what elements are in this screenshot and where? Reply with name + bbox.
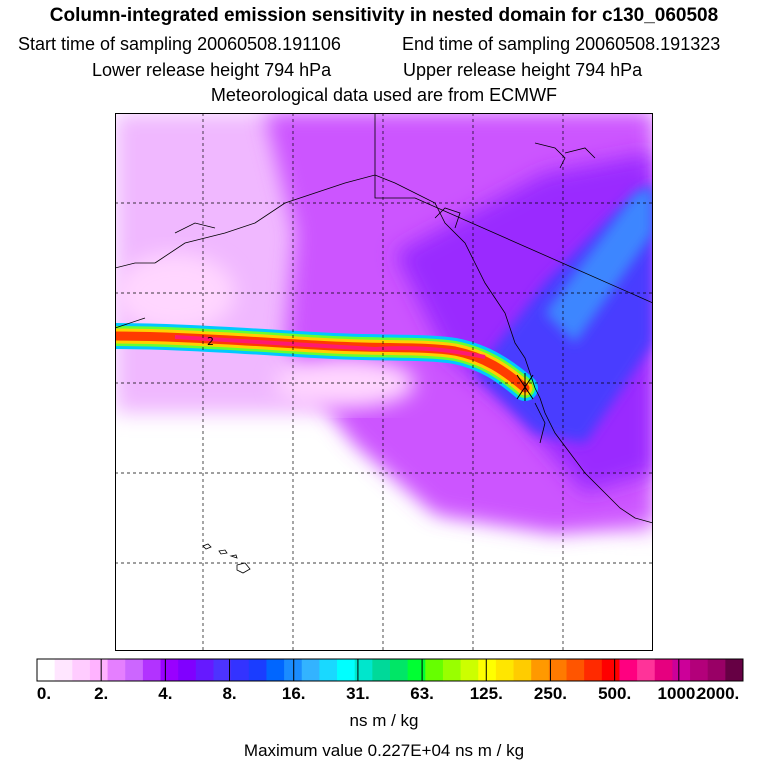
legend-swatch [513,659,532,681]
sensitivity-field-cyan [545,188,653,343]
legend-swatch [654,659,673,681]
legend-swatch [425,659,444,681]
legend-swatch [354,659,373,681]
legend-frame [36,658,744,682]
legend-swatch [372,659,391,681]
legend-swatch [390,659,409,681]
legend-swatch [566,659,585,681]
legend-tick-label: 16. [281,684,306,703]
legend-swatch [442,659,462,681]
upper-release-label: Upper release height 794 hPa [403,60,643,80]
lower-release-label: Lower release height 794 hPa [92,60,332,80]
legend-swatch [37,659,56,681]
legend-swatch [548,659,567,681]
plume-peak [174,335,486,359]
map-frame [115,113,653,651]
legend-tick-label: 125. [469,684,503,703]
legend-swatch [531,659,550,681]
legend-tick-label: 2. [94,684,109,703]
cross-icon [516,373,534,401]
legend-swatch [725,659,744,681]
legend-tick-label: 63. [410,684,434,703]
legend-swatch [72,659,91,681]
legend-tick-label: 2000. [696,684,740,703]
coastlines [115,142,653,524]
legend-swatch [248,659,267,681]
legend-tick-label: 1000. [657,684,701,703]
legend-swatch [213,659,232,681]
legend-swatch [231,659,250,681]
legend-swatch [601,659,620,681]
legend-swatch [195,659,214,681]
met-data-label: Meteorological data used are from ECMWF [210,85,558,105]
legend-swatch [142,659,162,681]
legend-swatch [337,659,356,681]
legend-swatch [89,659,109,681]
legend-swatch [54,659,73,681]
end-time-label: End time of sampling 20060508.191323 [402,34,721,54]
legend-swatch [107,659,126,681]
border-line [374,113,653,304]
legend-tick-label: 500. [598,684,632,703]
map-title: Column-integrated emission sensitivity i… [49,5,719,26]
legend-swatch [460,659,479,681]
legend-tick-label: 4. [158,684,173,703]
legend-swatch [478,659,497,681]
legend-swatch [160,659,179,681]
legend-tick-label: 8. [222,684,237,703]
legend-swatch [619,659,638,681]
legend-swatch [266,659,285,681]
legend-swatch [284,659,303,681]
legend-swatch [495,659,515,681]
legend-swatch [637,659,656,681]
contour-label: 2 [207,335,214,348]
legend-swatch [319,659,338,681]
start-time-label: Start time of sampling 20060508.191106 [18,34,341,54]
legend-swatch [584,659,603,681]
maximum-value-label: Maximum value 0.227E+04 ns m / kg [243,741,525,760]
legend-swatch [672,659,691,681]
legend-tick-label: 250. [533,684,567,703]
legend-tick-label: 0. [36,684,52,703]
legend-units: ns m / kg [349,711,419,730]
legend-swatch [707,659,726,681]
color-legend [36,658,744,682]
legend-swatch [301,659,320,681]
legend-tick-label: 31. [346,684,370,703]
sensitivity-map: 2 [115,113,653,651]
legend-swatch [690,659,709,681]
legend-swatch [178,659,197,681]
legend-swatch [125,659,144,681]
legend-swatch [407,659,426,681]
